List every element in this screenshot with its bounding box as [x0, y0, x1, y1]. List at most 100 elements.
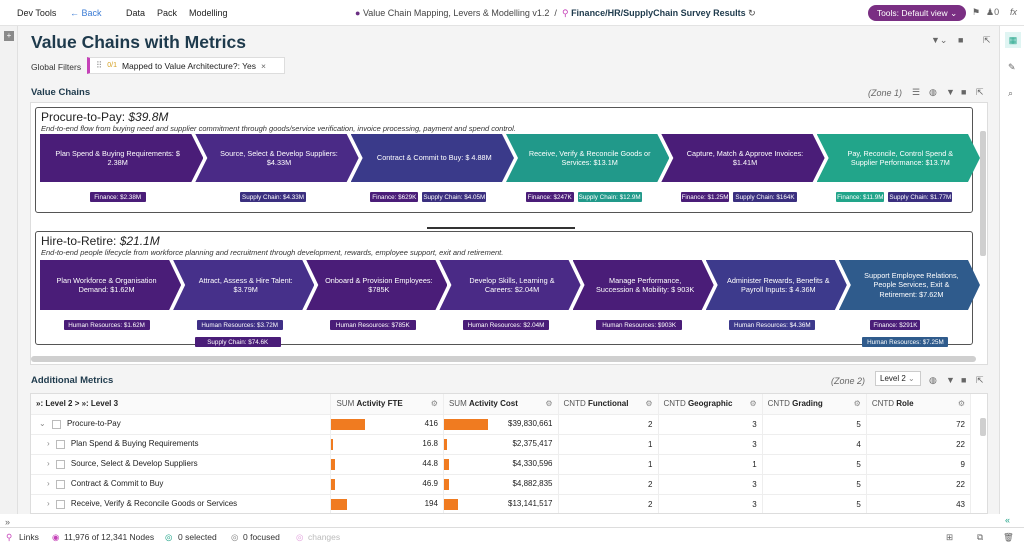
table-column-header[interactable]: CNTD Role ⚙ — [866, 394, 972, 415]
filter-chip[interactable]: ⠿ 0/1 Mapped to Value Architecture?: Yes… — [87, 57, 285, 74]
gear-icon[interactable]: ⚙ — [853, 399, 861, 409]
value-chain-step[interactable]: Plan Workforce & Organisation Demand: $1… — [40, 260, 181, 310]
function-badge[interactable]: Human Resources: $7.25M — [862, 337, 949, 347]
function-badge[interactable]: Finance: $247K — [525, 192, 574, 202]
links-toggle[interactable]: Links — [19, 532, 39, 542]
pin-icon[interactable]: ⚑ — [972, 7, 981, 17]
trash-icon[interactable]: 🗑 — [1003, 532, 1014, 542]
row-label-cell[interactable]: › Plan Spend & Buying Requirements — [31, 434, 332, 455]
value-chain-step[interactable]: Support Employee Relations, People Servi… — [839, 260, 980, 310]
palette-icon[interactable]: ◍ — [929, 87, 937, 97]
function-badge[interactable]: Human Resources: $4.36M — [729, 320, 816, 330]
menu-pack[interactable]: Pack — [157, 8, 178, 18]
filter-icon[interactable]: ▼ — [946, 375, 955, 385]
row-checkbox[interactable] — [55, 499, 65, 509]
function-badge[interactable]: Human Resources: $2.04M — [463, 320, 549, 330]
back-button[interactable]: ← Back — [70, 8, 102, 18]
value-chain-step[interactable]: Plan Spend & Buying Requirements: $ 2.38… — [40, 134, 203, 182]
menu-data[interactable]: Data — [126, 8, 146, 18]
value-chain-card[interactable]: Procure-to-Pay: $39.8M End-to-end flow fr… — [35, 107, 973, 213]
filter-icon[interactable]: ▼ — [946, 87, 955, 97]
panel-icon[interactable]: ▦ — [1005, 32, 1021, 48]
comment-icon[interactable]: ■ — [961, 375, 967, 385]
scrollbar-vertical[interactable] — [980, 131, 986, 256]
export-icon[interactable]: ⇱ — [983, 35, 991, 45]
table-row[interactable]: ⌄ Procure-to-Pay 416 $39,830,661 2 3 5 72 — [31, 414, 972, 435]
scrollbar-horizontal[interactable] — [31, 356, 976, 362]
chevron-down-icon[interactable]: ⌄ — [39, 419, 48, 429]
table-column-header[interactable]: »: Level 2 > »: Level 3 — [31, 394, 332, 415]
breadcrumb-dataset[interactable]: Finance/HR/SupplyChain Survey Results — [571, 8, 746, 18]
value-chain-step[interactable]: Administer Rewards, Benefits & Payroll I… — [706, 260, 847, 310]
value-chain-step[interactable]: Onboard & Provision Employees: $785K — [306, 260, 447, 310]
comment-icon[interactable]: ■ — [961, 87, 967, 97]
function-badge[interactable]: Finance: $1.25M — [681, 192, 729, 202]
chevron-right-icon[interactable]: › — [47, 439, 52, 449]
table-column-header[interactable]: SUM Activity FTE ⚙ — [330, 394, 444, 415]
row-checkbox[interactable] — [55, 479, 65, 489]
gear-icon[interactable]: ⚙ — [957, 399, 965, 409]
refresh-icon[interactable]: ↻ — [748, 8, 756, 18]
comment-icon[interactable]: ■ — [958, 35, 964, 45]
table-row[interactable]: › Contract & Commit to Buy 46.9 $4,882,835… — [31, 474, 972, 495]
palette-icon[interactable]: ◍ — [929, 375, 937, 385]
value-chain-step[interactable]: Capture, Match & Approve Invoices: $1.41… — [661, 134, 824, 182]
list-icon[interactable]: ☰ — [912, 87, 921, 97]
export-icon[interactable]: ⇱ — [976, 87, 984, 97]
function-badge[interactable]: Supply Chain: $4.33M — [240, 192, 306, 202]
value-chain-step[interactable]: Attract, Assess & Hire Talent: $3.79M — [173, 260, 314, 310]
filter-icon[interactable]: ▼⌄ — [931, 35, 948, 45]
table-column-header[interactable]: CNTD Geographic ⚙ — [658, 394, 763, 415]
table-column-header[interactable]: CNTD Grading ⚙ — [762, 394, 867, 415]
row-label-cell[interactable]: › Contract & Commit to Buy — [31, 474, 332, 495]
value-chain-step[interactable]: Develop Skills, Learning & Careers: $2.0… — [439, 260, 580, 310]
function-badge[interactable]: Finance: $2.38M — [89, 192, 146, 202]
gear-icon[interactable]: ⚙ — [749, 399, 757, 409]
function-badge[interactable]: Supply Chain: $1.77M — [888, 192, 953, 202]
collapse-icon[interactable]: « — [1005, 515, 1011, 525]
gear-icon[interactable]: ⚙ — [430, 399, 438, 409]
row-label-cell[interactable]: › Receive, Verify & Reconcile Goods or S… — [31, 494, 332, 513]
chevron-right-icon[interactable]: › — [47, 479, 52, 489]
chevron-right-icon[interactable]: › — [47, 499, 52, 509]
table-row[interactable]: › Receive, Verify & Reconcile Goods or S… — [31, 494, 972, 513]
breadcrumb-project[interactable]: Value Chain Mapping, Levers & Modelling … — [362, 8, 550, 18]
changes-label[interactable]: changes — [308, 532, 341, 542]
add-icon[interactable]: + — [4, 31, 14, 41]
value-chain-step[interactable]: Receive, Verify & Reconcile Goods or Ser… — [506, 134, 669, 182]
expand-icon[interactable]: » — [5, 517, 11, 527]
function-badge[interactable]: Human Resources: $785K — [329, 320, 416, 330]
user-icon[interactable]: ♟0 — [986, 7, 1000, 17]
formula-icon[interactable]: fx — [1010, 7, 1018, 17]
function-badge[interactable]: Finance: $11.9M — [836, 192, 885, 202]
table-column-header[interactable]: CNTD Functional ⚙ — [558, 394, 659, 415]
level-select[interactable]: Level 2 ⌄ — [875, 371, 921, 386]
table-row[interactable]: › Plan Spend & Buying Requirements 16.8 $2… — [31, 434, 972, 455]
drag-handle-icon[interactable]: ⠿ — [96, 60, 103, 70]
focused-count[interactable]: 0 focused — [243, 532, 280, 542]
value-chain-step[interactable]: Pay, Reconcile, Control Spend & Supplier… — [817, 134, 980, 182]
tools-view-button[interactable]: Tools: Default view ⌄ — [868, 5, 966, 21]
selected-count[interactable]: 0 selected — [178, 532, 217, 542]
scrollbar-vertical[interactable] — [980, 418, 986, 436]
close-icon[interactable]: × — [261, 60, 266, 71]
gear-icon[interactable]: ⚙ — [545, 399, 553, 409]
function-badge[interactable]: Human Resources: $1.62M — [63, 320, 150, 330]
function-badge[interactable]: Supply Chain: $4.05M — [422, 192, 487, 202]
function-badge[interactable]: Supply Chain: $12.9M — [577, 192, 642, 202]
function-badge[interactable]: Human Resources: $903K — [596, 320, 683, 330]
row-checkbox[interactable] — [55, 439, 65, 449]
value-chain-step[interactable]: Manage Performance, Succession & Mobilit… — [573, 260, 714, 310]
function-badge[interactable]: Human Resources: $3.72M — [196, 320, 283, 330]
function-badge[interactable]: Supply Chain: $164K — [733, 192, 797, 202]
edit-icon[interactable]: ✎ — [1008, 62, 1016, 72]
row-label-cell[interactable]: ⌄ Procure-to-Pay — [31, 414, 332, 435]
copy-icon[interactable]: ⧉ — [977, 532, 984, 542]
chevron-right-icon[interactable]: › — [47, 459, 52, 469]
value-chain-step[interactable]: Contract & Commit to Buy: $ 4.88M — [351, 134, 514, 182]
function-badge[interactable]: Finance: $291K — [870, 320, 921, 330]
gear-icon[interactable]: ⚙ — [645, 399, 653, 409]
menu-modelling[interactable]: Modelling — [189, 8, 228, 18]
row-checkbox[interactable] — [51, 419, 61, 429]
add-icon[interactable]: ⊞ — [946, 532, 954, 542]
